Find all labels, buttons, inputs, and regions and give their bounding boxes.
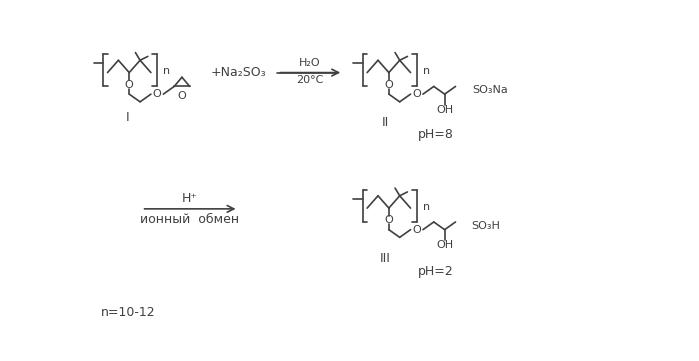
Text: pH=2: pH=2	[417, 265, 453, 278]
Text: O: O	[384, 80, 394, 90]
Text: I: I	[126, 111, 129, 124]
Text: n=10-12: n=10-12	[101, 306, 156, 319]
Text: O: O	[125, 80, 134, 90]
Text: ионный  обмен: ионный обмен	[140, 213, 240, 226]
Text: n: n	[423, 66, 430, 77]
Text: O: O	[384, 216, 394, 225]
Text: H₂O: H₂O	[299, 57, 321, 68]
Text: III: III	[380, 252, 391, 265]
Text: n: n	[423, 202, 430, 212]
Text: n: n	[164, 66, 171, 77]
Text: H⁺: H⁺	[182, 192, 198, 205]
Text: pH=8: pH=8	[417, 128, 453, 141]
Text: SO₃H: SO₃H	[471, 221, 500, 231]
Text: 20°С: 20°С	[296, 75, 324, 85]
Text: II: II	[382, 116, 389, 129]
Text: SO₃Na: SO₃Na	[473, 85, 508, 95]
Text: O: O	[412, 225, 421, 235]
Text: O: O	[153, 89, 161, 99]
Text: O: O	[412, 89, 421, 99]
Text: OH: OH	[436, 105, 453, 114]
Text: OH: OH	[436, 240, 453, 250]
Text: O: O	[178, 91, 187, 101]
Text: +Na₂SO₃: +Na₂SO₃	[210, 66, 266, 79]
